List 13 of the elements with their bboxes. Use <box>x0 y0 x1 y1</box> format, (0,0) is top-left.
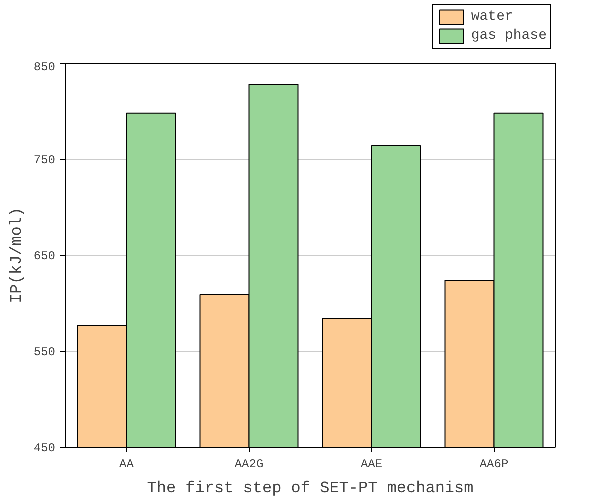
x-tick-label: AA6P <box>480 458 509 472</box>
y-tick-label: 850 <box>34 60 56 74</box>
x-tick-label: AAE <box>360 458 383 472</box>
legend-label: water <box>471 9 514 25</box>
y-tick-label: 550 <box>34 346 56 360</box>
y-tick-label: 650 <box>34 250 56 264</box>
y-tick-label: 750 <box>34 154 56 168</box>
y-axis-title: IP(kJ/mol) <box>8 207 26 304</box>
y-tick-label: 450 <box>34 442 56 456</box>
legend-label: gas phase <box>471 28 547 44</box>
x-axis-title: The first step of SET-PT mechanism <box>147 480 474 498</box>
x-tick-label: AA2G <box>234 458 264 472</box>
x-tick-label: AA <box>120 458 135 472</box>
